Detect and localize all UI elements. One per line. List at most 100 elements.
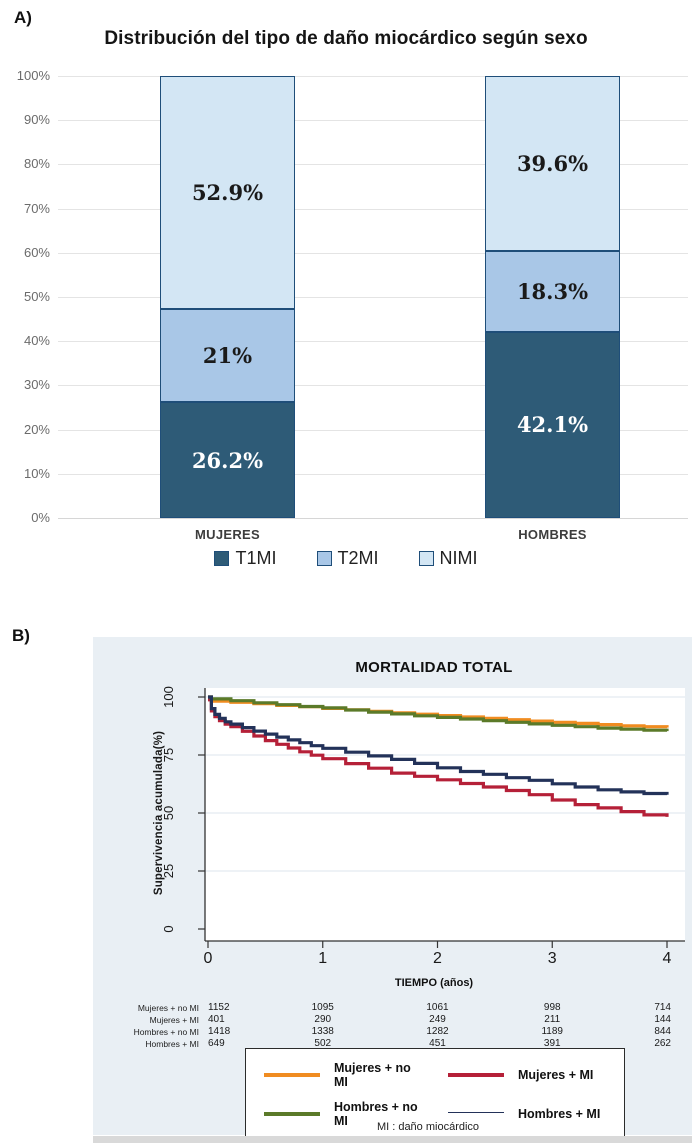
legend-item-mujeres-no-mi: Mujeres + no MI <box>264 1061 422 1089</box>
footnote: MI : daño miocárdico <box>376 1121 480 1133</box>
stacked-bar-chart: 0% 10% 20% 30% 40% 50% 60% 70% 80% 90% 100% 26.2% 21… <box>16 68 688 542</box>
gridline-100 <box>58 76 688 77</box>
legend-swatch-mujeres-mi <box>448 1072 504 1078</box>
legend-item-nimi: NIMI <box>418 548 478 569</box>
bar-segment-value-nimi-mujeres: 52.9% <box>191 179 264 205</box>
y-tick-label-90: 90% <box>23 112 50 128</box>
gridline-60 <box>58 252 688 254</box>
bar-segment-nimi-hombres: 39.6% <box>485 76 620 252</box>
y-tick-label-0: 0% <box>31 510 50 525</box>
legend-swatch-mujeres-no-mi <box>264 1072 320 1078</box>
y-tick-label-20: 20% <box>23 421 50 437</box>
legend-label-nimi: NIMI <box>439 548 478 568</box>
x-tick-label-0: 0 <box>203 950 213 967</box>
y-tick-label-75: 75 <box>161 747 176 763</box>
risk-value-2-4: 844 <box>654 1026 671 1037</box>
y-tick-label-100: 100% <box>16 68 50 83</box>
gridline-40 <box>58 341 688 343</box>
risk-value-3-3: 391 <box>543 1038 561 1049</box>
gridline-20 <box>58 429 688 431</box>
bar-segment-nimi-mujeres: 52.9% <box>160 75 295 310</box>
risk-value-0-0: 1152 <box>208 1002 230 1013</box>
risk-value-3-0: 649 <box>208 1038 225 1049</box>
bar-chart-title: Distribución del tipo de daño miocárdico… <box>104 28 588 49</box>
bar-segment-t1mi-mujeres: 26.2% <box>160 402 295 518</box>
risk-value-0-3: 998 <box>543 1002 561 1013</box>
bar-segment-t2mi-hombres: 18.3% <box>485 251 620 332</box>
survival-chart-panel: MORTALIDAD TOTAL Supervivencia acumulada… <box>93 637 692 1143</box>
risk-value-1-2: 249 <box>429 1014 446 1025</box>
bar-chart-legend: T1MI T2MI NIMI <box>0 548 692 569</box>
risk-value-0-2: 1061 <box>426 1002 449 1013</box>
bar-segment-value-t1mi-hombres: 42.1% <box>516 412 589 438</box>
survival-chart-title: MORTALIDAD TOTAL <box>355 659 513 676</box>
risk-value-3-4: 262 <box>654 1038 671 1049</box>
y-tick-label-100: 100 <box>161 686 176 708</box>
gridline-70 <box>58 208 688 210</box>
gridline-90 <box>58 120 688 122</box>
bar-segment-value-t1mi-mujeres: 26.2% <box>191 447 264 473</box>
y-tick-label-50: 50% <box>23 289 50 304</box>
bar-segment-value-t2mi-hombres: 18.3% <box>516 278 589 304</box>
legend-label-hombres-mi: Hombres + MI <box>518 1107 601 1121</box>
category-label-mujeres: MUJERES <box>195 527 260 542</box>
x-tick-label-2: 2 <box>433 950 442 967</box>
y-tick-label-25: 25 <box>161 863 176 879</box>
legend-item-mujeres-mi: Mujeres + MI <box>448 1061 606 1089</box>
bottom-scroll-strip <box>93 1136 692 1143</box>
legend-label-mujeres-mi: Mujeres + MI <box>518 1068 594 1082</box>
legend-item-hombres-no-mi: Hombres + no MI <box>264 1100 422 1128</box>
legend-item-t2mi: T2MI <box>316 548 379 569</box>
gridline-0 <box>58 518 688 519</box>
risk-row-label-0: Mujeres + no MI <box>137 1003 199 1013</box>
panel-b-label: B) <box>12 626 30 645</box>
y-tick-label-60: 60% <box>23 244 50 260</box>
risk-value-1-4: 144 <box>654 1014 671 1025</box>
y-tick-label-10: 10% <box>23 465 50 481</box>
y-tick-label-70: 70% <box>23 200 50 216</box>
gridline-10 <box>58 473 688 475</box>
legend-label-hombres-no-mi: Hombres + no MI <box>334 1100 418 1128</box>
risk-value-1-3: 211 <box>544 1014 561 1025</box>
risk-row-label-3: Hombres + MI <box>145 1039 199 1049</box>
risk-value-2-3: 1189 <box>541 1026 563 1037</box>
bar-segment-value-t2mi-mujeres: 21% <box>202 343 253 369</box>
bar-segment-t2mi-mujeres: 21% <box>160 309 295 403</box>
x-tick-label-1: 1 <box>318 950 328 967</box>
risk-value-2-1: 1338 <box>311 1026 334 1037</box>
x-tick-label-3: 3 <box>547 950 557 967</box>
legend-label-mujeres-no-mi: Mujeres + no MI <box>334 1061 411 1089</box>
risk-value-1-0: 401 <box>208 1014 225 1025</box>
y-tick-label-0: 0 <box>161 925 176 933</box>
legend-swatch-t2mi <box>316 551 332 566</box>
x-tick-label-4: 4 <box>662 950 672 967</box>
km-curve-hombres-mi <box>208 695 669 796</box>
legend-label-t2mi: T2MI <box>337 548 379 568</box>
bar-segment-t1mi-hombres: 42.1% <box>485 331 620 518</box>
risk-value-3-2: 451 <box>429 1038 446 1049</box>
legend-label-t1mi: T1MI <box>235 548 277 568</box>
panel-a-label: A) <box>14 8 32 27</box>
survival-plot <box>198 688 685 948</box>
legend-item-t1mi: T1MI <box>214 548 277 569</box>
category-label-hombres: HOMBRES <box>518 527 587 542</box>
km-curve-hombres-no-mi <box>208 695 669 732</box>
gridline-50 <box>58 297 688 298</box>
risk-value-0-1: 1095 <box>311 1002 334 1013</box>
y-tick-label-30: 30% <box>23 377 50 393</box>
legend-swatch-t1mi <box>214 551 230 566</box>
legend-swatch-nimi <box>418 551 434 566</box>
gridline-30 <box>58 385 688 387</box>
plot-background <box>205 688 685 941</box>
risk-value-2-0: 1418 <box>208 1026 231 1037</box>
y-tick-label-40: 40% <box>23 333 50 349</box>
bar-segment-value-nimi-hombres: 39.6% <box>516 151 589 177</box>
x-axis-label: TIEMPO (años) <box>394 977 474 989</box>
risk-value-2-2: 1282 <box>426 1026 449 1037</box>
risk-value-0-4: 714 <box>654 1002 671 1013</box>
risk-row-label-2: Hombres + no MI <box>133 1027 199 1037</box>
risk-value-3-1: 502 <box>314 1038 332 1049</box>
y-tick-label-50: 50 <box>161 805 176 821</box>
y-tick-label-80: 80% <box>23 156 50 172</box>
risk-row-label-1: Mujeres + MI <box>149 1015 199 1025</box>
